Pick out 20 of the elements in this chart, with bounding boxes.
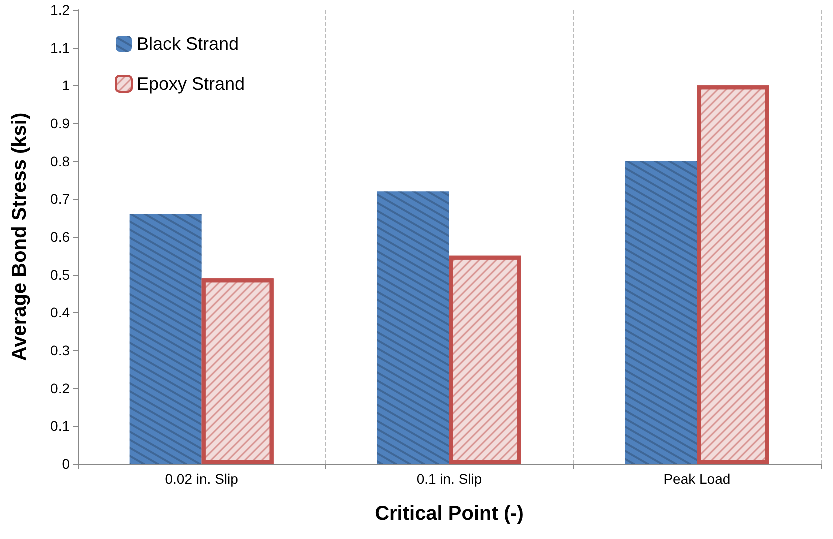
y-tick-label: 0 (62, 456, 70, 472)
y-tick-label: 0.1 (50, 418, 70, 434)
x-tick-label: Peak Load (664, 471, 731, 487)
y-tick-label: 0.5 (50, 266, 70, 283)
y-tick-label: 0.2 (50, 380, 70, 396)
legend-label: Epoxy Strand (137, 74, 246, 94)
y-tick-label: 1.2 (50, 2, 70, 18)
y-tick-label: 0.3 (50, 342, 70, 358)
y-axis-title: Average Bond Stress (ksi) (9, 112, 31, 362)
y-tick-label: 0.8 (50, 153, 70, 170)
y-tick-label: 0.9 (50, 116, 70, 132)
y-tick-label: 0.6 (50, 229, 70, 245)
y-tick-label: 1.1 (50, 40, 70, 56)
y-tick-label: 0.7 (50, 191, 70, 208)
x-tick-label: 0.1 in. Slip (416, 471, 482, 487)
legend-label: Black Strand (137, 34, 240, 54)
y-tick-label: 1 (62, 78, 70, 94)
x-tick-label: 0.02 in. Slip (165, 471, 239, 487)
x-axis-title: Critical Point (-) (375, 503, 524, 525)
y-tick-label: 0.4 (50, 304, 70, 321)
